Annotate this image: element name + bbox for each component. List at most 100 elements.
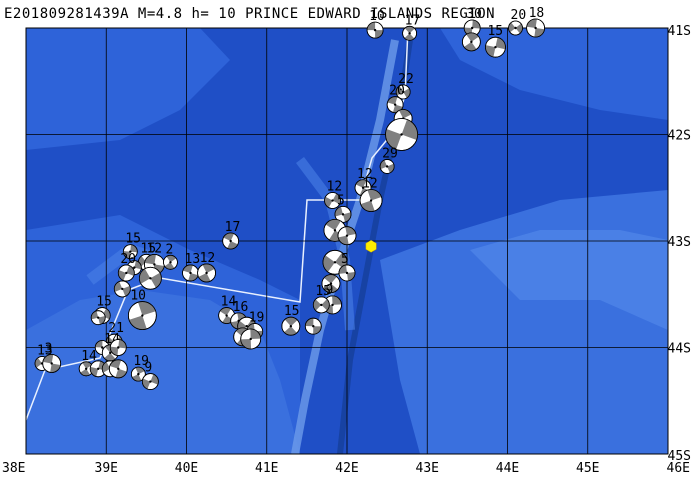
focal-mechanism-beachball <box>108 359 128 379</box>
beachball-compression-quadrant <box>313 326 322 335</box>
beachball-center <box>369 199 373 202</box>
depth-label: 19 <box>133 354 149 369</box>
beachball-compression-quadrant <box>515 23 523 34</box>
focal-mechanism-beachball: 20 <box>508 8 526 36</box>
focal-mechanism-beachball: 20 <box>117 252 136 282</box>
beachball-compression-quadrant <box>134 260 142 270</box>
beachball-outline <box>321 274 341 294</box>
focal-mechanism-beachball: 12 <box>359 177 383 212</box>
beachball-compression-quadrant <box>332 295 342 305</box>
beachball-outline <box>240 328 262 350</box>
beachball-compression-quadrant <box>102 308 111 320</box>
beachball-compression-quadrant <box>313 299 322 311</box>
depth-label: 18 <box>529 6 545 21</box>
beachball-center <box>169 261 172 264</box>
beachball-compression-quadrant <box>396 85 404 96</box>
beachball-compression-quadrant <box>95 340 103 348</box>
depth-label: 16 <box>233 300 249 315</box>
rise-crest <box>470 230 668 330</box>
map-frame <box>25 27 669 455</box>
beachball-compression-quadrant <box>219 307 231 316</box>
beachball-outline <box>385 118 418 151</box>
focal-mechanism-beachball: 14 <box>218 295 236 324</box>
beachball-compression-quadrant <box>367 22 376 31</box>
beachball-compression-quadrant <box>401 119 418 140</box>
beachball-center <box>97 316 100 319</box>
beachball-outline <box>117 264 135 282</box>
focal-mechanism-beachball <box>138 266 162 290</box>
beachball-compression-quadrant <box>325 283 338 293</box>
beachball-compression-quadrant <box>332 193 341 205</box>
beachball-center <box>534 26 537 30</box>
focal-mechanism-beachball: 12 <box>197 251 216 283</box>
lat-tick-label: 45S <box>668 449 691 464</box>
beachball-center <box>312 325 315 328</box>
beachball-outline <box>109 339 127 356</box>
beachball-compression-quadrant <box>284 326 297 336</box>
beachball-center <box>329 282 333 285</box>
beachball-compression-quadrant <box>223 233 235 241</box>
depth-label: 21 <box>108 321 124 336</box>
beachball-compression-quadrant <box>166 255 177 263</box>
beachball-center <box>345 234 349 237</box>
lat-tick-label: 43S <box>668 235 691 250</box>
beachball-compression-quadrant <box>123 251 131 259</box>
focal-mechanism-beachball: 17 <box>222 220 240 250</box>
lon-tick-label: 43E <box>416 461 439 476</box>
beachball-center <box>320 303 323 307</box>
beachball-compression-quadrant <box>42 354 54 364</box>
depth-label: 12 <box>327 180 343 195</box>
focal-mechanism-beachball: 5 <box>334 193 352 223</box>
beachball-compression-quadrant <box>338 235 349 245</box>
southwest-plateau <box>26 290 300 454</box>
depth-label: 13 <box>185 252 201 267</box>
beachball-compression-quadrant <box>534 28 545 38</box>
beachball-outline <box>526 18 545 38</box>
beachball-compression-quadrant <box>485 45 496 57</box>
focal-mechanism-beachball: 22 <box>395 72 414 100</box>
beachball-compression-quadrant <box>139 268 151 284</box>
beachball-compression-quadrant <box>90 366 99 377</box>
beachball-center <box>408 32 411 35</box>
focal-mechanism-beachball: 13 <box>182 252 201 282</box>
beachball-center <box>514 26 517 30</box>
beachball-center <box>149 277 152 280</box>
depth-label: 9 <box>144 361 152 376</box>
beachball-center <box>133 266 136 269</box>
focal-mechanism-beachball: 3 <box>42 341 62 373</box>
beachball-outline <box>113 280 131 298</box>
beachball-center <box>331 303 334 307</box>
beachball-compression-quadrant <box>198 272 211 282</box>
beachball-center <box>470 26 474 30</box>
beachball-compression-quadrant <box>404 33 415 41</box>
beachball-compression-quadrant <box>144 254 156 265</box>
lat-tick-label: 42S <box>668 129 691 144</box>
lon-tick-label: 45E <box>576 461 599 476</box>
focal-mechanism-beachball: 20 <box>386 84 405 114</box>
beachball-center <box>229 239 232 243</box>
beachball-compression-quadrant <box>321 299 330 311</box>
depth-label: 29 <box>382 146 398 161</box>
depth-label: 12 <box>146 241 162 256</box>
beachball-outline <box>402 25 417 41</box>
beachball-center <box>333 229 337 232</box>
beachball-center <box>117 367 120 370</box>
beachball-outline <box>42 354 62 373</box>
beachball-center <box>121 287 124 291</box>
focal-mechanism-beachball: 9 <box>141 361 159 390</box>
lon-tick-label: 40E <box>175 461 198 476</box>
lon-tick-label: 46E <box>667 461 690 476</box>
beachball-outline <box>163 254 178 270</box>
lon-tick-label: 41E <box>255 461 278 476</box>
beachball-compression-quadrant <box>404 26 415 34</box>
beachball-outline <box>337 226 357 246</box>
beachball-compression-quadrant <box>284 317 298 327</box>
beachball-outline <box>90 310 106 326</box>
depth-label: 12 <box>362 177 378 192</box>
focal-mechanism-beachball: 15 <box>281 304 301 336</box>
beachball-compression-quadrant <box>118 339 127 349</box>
beachball-outline <box>138 266 162 290</box>
beachball-compression-quadrant <box>35 357 43 368</box>
depth-label: 30 <box>466 7 482 22</box>
beachball-outline <box>122 244 138 260</box>
